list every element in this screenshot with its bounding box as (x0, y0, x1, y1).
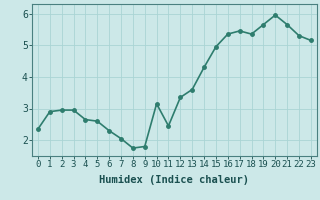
X-axis label: Humidex (Indice chaleur): Humidex (Indice chaleur) (100, 175, 249, 185)
